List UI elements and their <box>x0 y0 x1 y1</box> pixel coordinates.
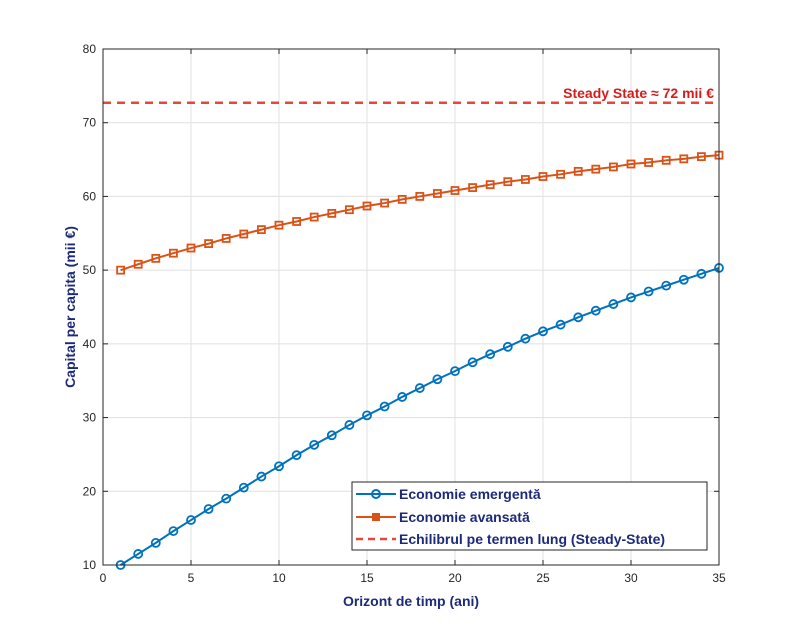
y-tick-label: 80 <box>83 42 97 56</box>
data-point-advanced <box>503 177 513 187</box>
data-point-emergent <box>573 312 584 323</box>
data-point-emergent <box>432 374 443 385</box>
data-point-advanced <box>626 159 636 169</box>
data-point-emergent <box>221 493 232 504</box>
y-tick-label: 60 <box>83 189 97 203</box>
data-point-advanced <box>380 198 390 208</box>
data-point-advanced <box>344 205 354 215</box>
data-point-emergent <box>626 292 636 303</box>
ticks: 0 5 10 15 20 25 30 35 10 20 30 40 50 60 70 80 <box>83 42 726 585</box>
series-line-0 <box>120 266 720 566</box>
y-axis-label: Capital per capita (mii €) <box>62 226 78 388</box>
data-point-emergent <box>186 515 196 525</box>
data-point-advanced <box>679 154 689 164</box>
data-point-emergent <box>150 537 161 548</box>
data-point-emergent <box>362 410 372 421</box>
data-point-advanced <box>327 208 337 218</box>
data-point-advanced <box>274 220 284 230</box>
y-tick-label: 70 <box>83 116 97 130</box>
data-point-advanced <box>239 229 249 239</box>
data-point-emergent <box>326 430 337 441</box>
data-point-emergent <box>643 286 654 297</box>
data-point-advanced <box>556 169 565 179</box>
data-point-emergent <box>344 420 355 430</box>
x-tick-label: 20 <box>448 571 462 585</box>
data-point-advanced <box>309 212 319 222</box>
data-point-advanced <box>133 259 143 269</box>
legend-marker-square <box>372 513 380 521</box>
data-point-advanced <box>485 180 495 190</box>
legend: Economie emergentă Economie avansată Ech… <box>351 481 708 551</box>
data-point-advanced <box>221 234 231 243</box>
legend-label-advanced: Economie avansată <box>399 509 530 525</box>
data-point-emergent <box>397 392 408 402</box>
data-point-emergent <box>678 274 689 285</box>
x-axis-label: Orizont de timp (ani) <box>343 593 479 609</box>
data-point-advanced <box>591 164 601 174</box>
y-tick-label: 30 <box>83 411 97 425</box>
data-point-advanced <box>292 217 302 226</box>
y-tick-label: 20 <box>83 484 97 498</box>
legend-marker-circle <box>371 489 381 499</box>
data-point-emergent <box>379 401 390 412</box>
data-point-emergent <box>256 471 267 482</box>
x-tick-label: 35 <box>712 571 726 585</box>
legend-label-emergent: Economie emergentă <box>399 486 541 502</box>
data-point-emergent <box>502 341 513 352</box>
x-tick-label: 0 <box>100 571 107 585</box>
data-point-emergent <box>590 305 601 316</box>
data-point-advanced <box>573 166 583 176</box>
x-tick-label: 5 <box>188 571 195 585</box>
series-line-1 <box>120 154 720 272</box>
data-point-advanced <box>204 239 214 249</box>
x-tick-label: 25 <box>536 571 550 585</box>
data-point-emergent <box>608 299 619 309</box>
legend-box <box>351 481 708 551</box>
data-point-advanced <box>609 162 618 172</box>
data-point-advanced <box>644 158 653 167</box>
data-point-emergent <box>203 504 214 514</box>
data-point-emergent <box>309 439 320 450</box>
data-point-advanced <box>538 172 548 181</box>
axes-box <box>102 48 720 566</box>
data-point-advanced <box>362 201 372 211</box>
data-point-emergent <box>238 482 249 493</box>
data-point-advanced <box>151 253 161 263</box>
data-point-emergent <box>133 549 144 559</box>
data-point-emergent <box>450 366 460 377</box>
data-point-emergent <box>414 383 425 393</box>
data-point-advanced <box>661 155 671 165</box>
x-tick-label: 30 <box>624 571 638 585</box>
data-point-advanced <box>450 186 460 195</box>
data-point-advanced <box>116 265 125 275</box>
data-point-emergent <box>661 280 672 291</box>
data-point-advanced <box>697 152 706 162</box>
x-tick-label: 15 <box>360 571 374 585</box>
data-point-advanced <box>521 175 530 184</box>
data-point-advanced <box>468 183 478 192</box>
data-point-advanced <box>186 243 196 253</box>
y-tick-label: 40 <box>83 337 97 351</box>
data-point-advanced <box>256 225 266 235</box>
data-point-advanced <box>168 248 178 258</box>
data-point-emergent <box>696 268 707 279</box>
data-point-emergent <box>520 333 531 344</box>
data-point-emergent <box>467 357 478 368</box>
data-point-emergent <box>555 319 566 330</box>
y-tick-label: 50 <box>83 263 97 277</box>
data-point-advanced <box>415 192 425 201</box>
data-point-emergent <box>291 450 302 461</box>
steady-state-annotation: Steady State ≈ 72 mii € <box>563 85 714 101</box>
data-point-advanced <box>397 194 407 204</box>
data-point-emergent <box>538 326 548 337</box>
x-tick-label: 10 <box>272 571 286 585</box>
data-point-emergent <box>274 461 284 472</box>
data-point-emergent <box>168 526 179 536</box>
y-tick-label: 10 <box>83 558 97 572</box>
data-point-advanced <box>432 189 442 198</box>
legend-label-steady-state: Echilibrul pe termen lung (Steady-State) <box>399 531 665 547</box>
data-point-emergent <box>485 349 496 360</box>
